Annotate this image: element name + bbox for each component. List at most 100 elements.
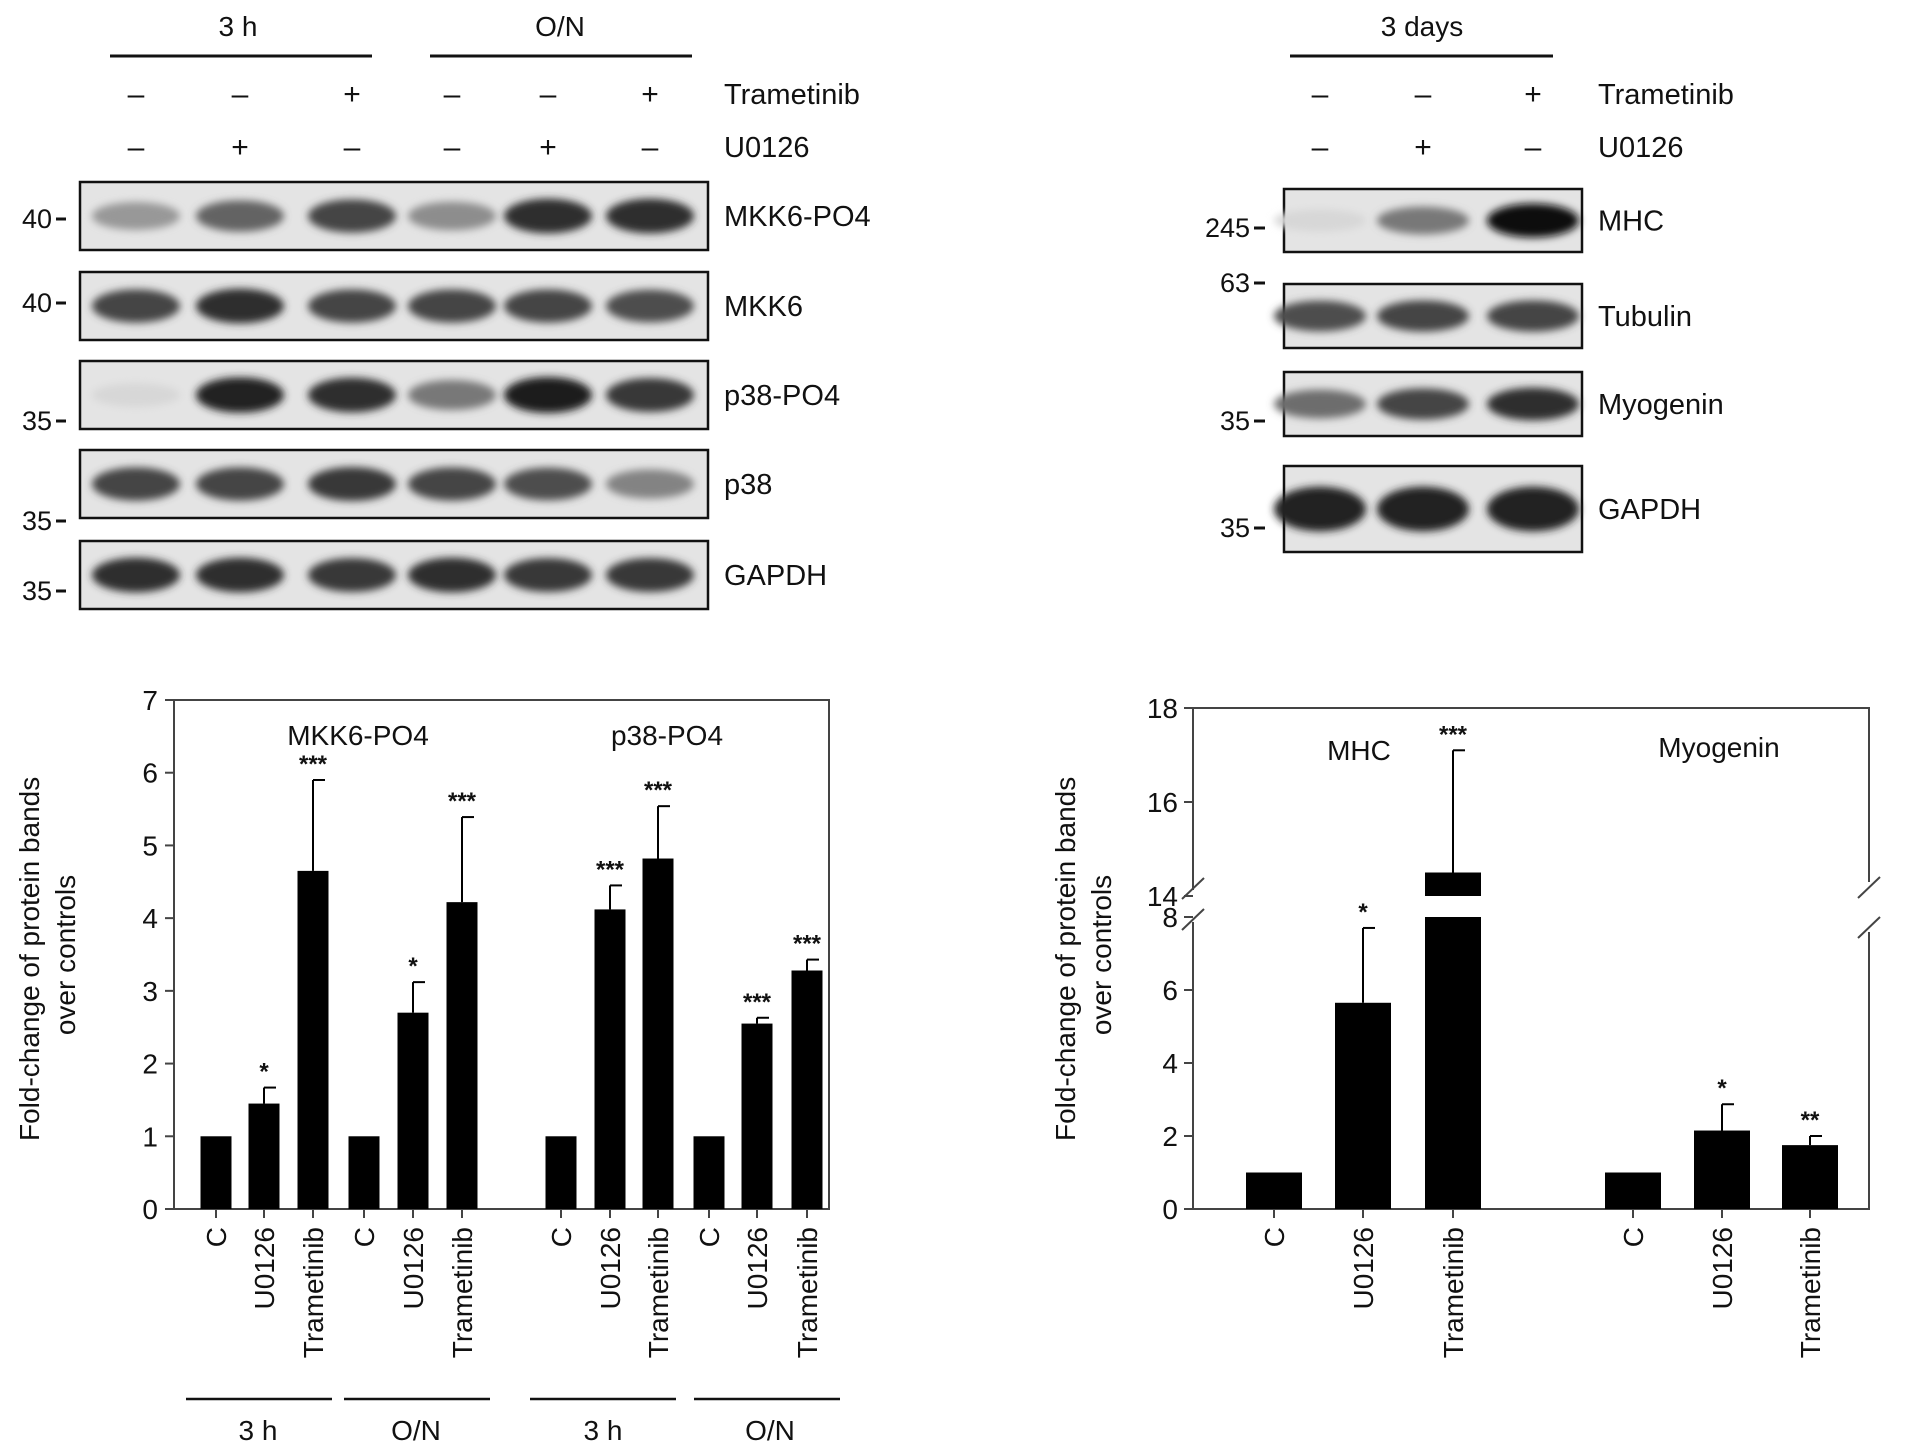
significance-marker: * — [1717, 1075, 1727, 1102]
treatment-sign: – — [1415, 78, 1432, 111]
protein-band — [408, 289, 496, 323]
treatment-sign: – — [444, 131, 461, 164]
bar — [297, 870, 329, 1209]
section-title-mhc: MHC — [1327, 735, 1391, 766]
treatment-sign: + — [1414, 131, 1432, 164]
treatment-sign: + — [539, 131, 557, 164]
y-tick-label: 4 — [1162, 1048, 1178, 1079]
significance-marker: * — [408, 953, 418, 980]
x-tick-label: U0126 — [595, 1227, 626, 1310]
x-tick-label: C — [1259, 1227, 1290, 1247]
x-tick-label: U0126 — [398, 1227, 429, 1310]
western-blot-left: 3 h O/N – – + – – + – + – – + – Trametinib U0126 MK… — [22, 11, 871, 611]
bars: ******************** — [200, 751, 823, 1209]
bar — [545, 1136, 577, 1209]
protein-band — [1377, 300, 1469, 332]
group-label: 3 h — [584, 1415, 623, 1446]
protein-band — [1377, 486, 1469, 532]
group-label: O/N — [745, 1415, 795, 1446]
y-axis-label-line2: over controls — [1086, 875, 1117, 1035]
marker-label: 35 — [22, 506, 52, 536]
axis-break-mark — [1857, 876, 1881, 899]
axis-break-mark — [1181, 908, 1205, 931]
axis-break-mark — [1857, 916, 1881, 939]
marker-label: 35 — [22, 576, 52, 606]
bar — [791, 970, 823, 1209]
protein-band — [606, 558, 694, 592]
bar — [200, 1136, 232, 1209]
y-tick-label: 14 — [1147, 881, 1178, 912]
blot-label-gapdh: GAPDH — [724, 560, 827, 592]
x-tick-labels: C U0126 Trametinib C U0126 Trametinib — [1259, 1209, 1826, 1358]
treatment-sign: – — [128, 78, 145, 111]
y-tick-label: 2 — [1162, 1121, 1178, 1152]
treatment-sign: + — [343, 78, 361, 111]
blot-label-mhc: MHC — [1598, 206, 1664, 238]
y-tick-label: 2 — [142, 1049, 158, 1080]
protein-band — [504, 558, 592, 592]
y-tick-label: 6 — [1162, 975, 1178, 1006]
protein-band — [504, 467, 592, 501]
treatment-label-u0126: U0126 — [1598, 132, 1683, 164]
protein-band — [1487, 300, 1579, 332]
protein-band — [1487, 203, 1579, 238]
protein-band — [408, 380, 496, 410]
x-tick-label: C — [201, 1227, 232, 1247]
x-tick-labels: C U0126 Trametinib C U0126 Trametinib C U0126 Tr… — [201, 1209, 823, 1358]
blot-label-myogenin: Myogenin — [1598, 389, 1724, 421]
y-tick-label: 1 — [142, 1121, 158, 1152]
protein-band — [308, 377, 396, 413]
blot-label-gapdh: GAPDH — [1598, 494, 1701, 526]
marker-label: 40 — [22, 204, 52, 234]
protein-band — [504, 289, 592, 323]
group-label-3days: 3 days — [1381, 11, 1464, 42]
protein-band — [308, 199, 396, 233]
group-label: O/N — [391, 1415, 441, 1446]
bar-upper-segment — [1425, 872, 1481, 896]
protein-band — [92, 202, 180, 230]
protein-band — [92, 557, 180, 593]
y-tick-label: 3 — [142, 976, 158, 1007]
treatment-sign: – — [232, 78, 249, 111]
group-label-on: O/N — [535, 11, 585, 42]
bar — [1782, 1145, 1838, 1209]
protein-band — [408, 467, 496, 501]
bar — [741, 1023, 773, 1209]
x-tick-label: Trametinib — [643, 1227, 674, 1358]
blot-label-mkk6-po4: MKK6-PO4 — [724, 201, 871, 233]
protein-band — [1487, 486, 1579, 532]
protein-band — [606, 289, 694, 323]
protein-band — [196, 377, 284, 413]
protein-band — [92, 289, 180, 323]
protein-band — [1377, 388, 1469, 420]
significance-marker: *** — [644, 777, 673, 804]
x-tick-label: Trametinib — [298, 1227, 329, 1358]
blot-panel-mkk6: MKK6 — [78, 270, 803, 342]
group-label: 3 h — [239, 1415, 278, 1446]
blot-panel-p38-po4: p38-PO4 — [78, 359, 840, 431]
treatment-sign: + — [1524, 78, 1542, 111]
significance-marker: * — [259, 1059, 269, 1086]
blot-panel-gapdh: GAPDH — [78, 539, 827, 611]
protein-band — [92, 383, 180, 407]
significance-marker: ** — [1801, 1107, 1820, 1134]
y-axis-ticks: 0 1 2 3 4 5 6 7 — [142, 685, 174, 1225]
significance-marker: *** — [596, 856, 625, 883]
protein-band — [408, 557, 496, 593]
protein-band — [1274, 209, 1366, 232]
treatment-sign: – — [344, 131, 361, 164]
protein-band — [308, 558, 396, 592]
significance-marker: *** — [299, 751, 328, 778]
treatment-label-u0126: U0126 — [724, 132, 809, 164]
marker-label: 245 — [1205, 213, 1250, 243]
y-axis-label: Fold-change of protein bands over contro… — [1050, 769, 1117, 1141]
y-tick-label: 16 — [1147, 787, 1178, 818]
marker-label: 40 — [22, 288, 52, 318]
significance-marker: *** — [448, 788, 477, 815]
marker-label: 35 — [1220, 406, 1250, 436]
x-tick-label: U0126 — [742, 1227, 773, 1310]
y-axis-label-line1: Fold-change of protein bands — [1050, 777, 1081, 1141]
x-tick-label: Trametinib — [1438, 1227, 1469, 1358]
protein-band — [606, 469, 694, 499]
